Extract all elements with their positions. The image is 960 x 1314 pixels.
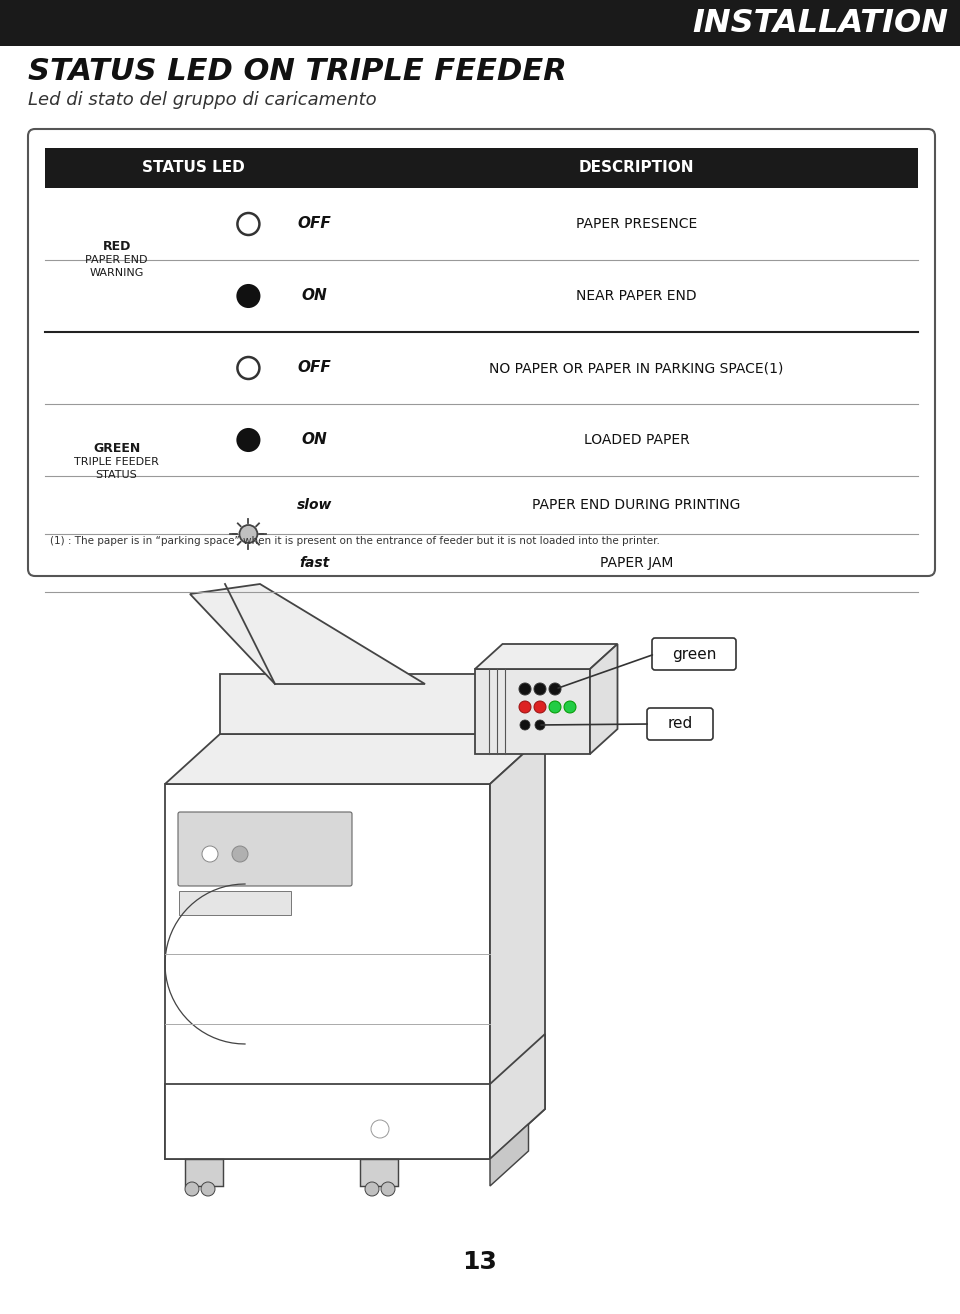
Text: ON: ON bbox=[301, 289, 327, 304]
Polygon shape bbox=[220, 674, 545, 735]
Polygon shape bbox=[185, 1159, 223, 1187]
Text: NO PAPER OR PAPER IN PARKING SPACE(1): NO PAPER OR PAPER IN PARKING SPACE(1) bbox=[490, 361, 783, 374]
Circle shape bbox=[549, 700, 561, 714]
Text: slow: slow bbox=[297, 498, 332, 512]
Text: (1) : The paper is in “parking space” when it is present on the entrance of feed: (1) : The paper is in “parking space” wh… bbox=[50, 536, 660, 547]
Circle shape bbox=[519, 700, 531, 714]
FancyBboxPatch shape bbox=[0, 0, 960, 46]
Polygon shape bbox=[490, 735, 545, 1159]
Polygon shape bbox=[165, 784, 490, 1159]
Text: fast: fast bbox=[300, 556, 330, 570]
Circle shape bbox=[185, 1183, 199, 1196]
FancyBboxPatch shape bbox=[178, 812, 352, 886]
Text: STATUS: STATUS bbox=[96, 470, 137, 480]
Circle shape bbox=[237, 285, 259, 307]
Text: INSTALLATION: INSTALLATION bbox=[692, 8, 948, 38]
Text: red: red bbox=[667, 716, 692, 732]
Text: RED: RED bbox=[103, 240, 131, 254]
Text: Led di stato del gruppo di caricamento: Led di stato del gruppo di caricamento bbox=[28, 91, 376, 109]
FancyBboxPatch shape bbox=[28, 129, 935, 576]
Circle shape bbox=[237, 357, 259, 378]
Text: PAPER END: PAPER END bbox=[85, 255, 148, 265]
Polygon shape bbox=[165, 1084, 490, 1159]
Circle shape bbox=[237, 213, 259, 235]
Text: PAPER JAM: PAPER JAM bbox=[600, 556, 673, 570]
Text: OFF: OFF bbox=[298, 360, 331, 376]
Circle shape bbox=[202, 846, 218, 862]
Text: WARNING: WARNING bbox=[89, 268, 144, 279]
Circle shape bbox=[365, 1183, 379, 1196]
Text: OFF: OFF bbox=[298, 217, 331, 231]
Circle shape bbox=[232, 846, 248, 862]
Polygon shape bbox=[475, 669, 590, 754]
Circle shape bbox=[535, 720, 545, 731]
Circle shape bbox=[201, 1183, 215, 1196]
Text: ON: ON bbox=[301, 432, 327, 448]
Text: STATUS LED ON TRIPLE FEEDER: STATUS LED ON TRIPLE FEEDER bbox=[28, 57, 566, 85]
Circle shape bbox=[534, 683, 546, 695]
Polygon shape bbox=[360, 1159, 398, 1187]
Text: GREEN: GREEN bbox=[93, 443, 140, 456]
Polygon shape bbox=[590, 644, 617, 754]
Polygon shape bbox=[490, 1123, 529, 1187]
Text: TRIPLE FEEDER: TRIPLE FEEDER bbox=[74, 457, 159, 466]
Text: 13: 13 bbox=[463, 1250, 497, 1275]
Text: LOADED PAPER: LOADED PAPER bbox=[584, 434, 689, 447]
Bar bbox=[270, 188, 359, 516]
FancyBboxPatch shape bbox=[652, 639, 736, 670]
FancyBboxPatch shape bbox=[647, 708, 713, 740]
Circle shape bbox=[381, 1183, 395, 1196]
Circle shape bbox=[239, 526, 257, 543]
Text: green: green bbox=[672, 646, 716, 661]
Circle shape bbox=[549, 683, 561, 695]
Circle shape bbox=[534, 700, 546, 714]
Circle shape bbox=[519, 683, 531, 695]
Polygon shape bbox=[190, 583, 425, 685]
FancyBboxPatch shape bbox=[179, 891, 291, 915]
Circle shape bbox=[564, 700, 576, 714]
Text: STATUS LED: STATUS LED bbox=[142, 160, 245, 176]
Polygon shape bbox=[475, 644, 617, 669]
Text: NEAR PAPER END: NEAR PAPER END bbox=[576, 289, 697, 304]
Circle shape bbox=[237, 428, 259, 451]
Polygon shape bbox=[165, 735, 545, 784]
Circle shape bbox=[520, 720, 530, 731]
Polygon shape bbox=[490, 1034, 545, 1159]
FancyBboxPatch shape bbox=[45, 148, 918, 188]
Text: PAPER END DURING PRINTING: PAPER END DURING PRINTING bbox=[532, 498, 741, 512]
Text: DESCRIPTION: DESCRIPTION bbox=[579, 160, 694, 176]
Text: PAPER PRESENCE: PAPER PRESENCE bbox=[576, 217, 697, 231]
